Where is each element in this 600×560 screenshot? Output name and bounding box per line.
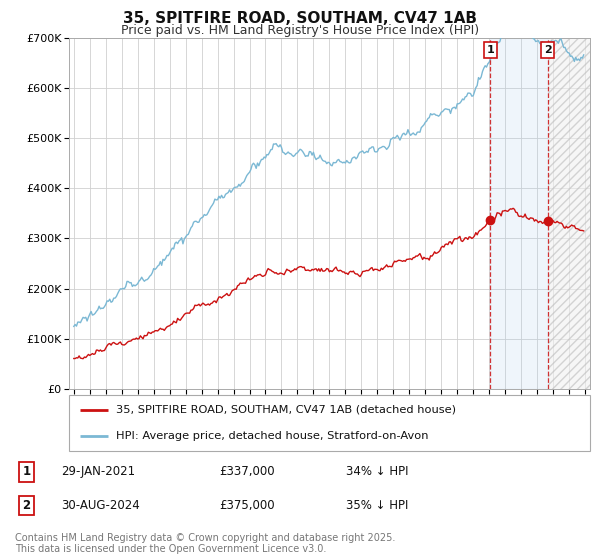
Text: 1: 1 xyxy=(22,465,31,478)
Text: £375,000: £375,000 xyxy=(220,499,275,512)
Text: 2: 2 xyxy=(22,499,31,512)
Bar xyxy=(490,38,548,389)
Text: Contains HM Land Registry data © Crown copyright and database right 2025.
This d: Contains HM Land Registry data © Crown c… xyxy=(15,533,395,554)
Text: 30-AUG-2024: 30-AUG-2024 xyxy=(61,499,140,512)
Text: HPI: Average price, detached house, Stratford-on-Avon: HPI: Average price, detached house, Stra… xyxy=(116,431,428,441)
FancyBboxPatch shape xyxy=(69,395,590,451)
Bar xyxy=(548,38,590,389)
Text: 35, SPITFIRE ROAD, SOUTHAM, CV47 1AB (detached house): 35, SPITFIRE ROAD, SOUTHAM, CV47 1AB (de… xyxy=(116,405,456,415)
Text: Price paid vs. HM Land Registry's House Price Index (HPI): Price paid vs. HM Land Registry's House … xyxy=(121,24,479,36)
Text: 35, SPITFIRE ROAD, SOUTHAM, CV47 1AB: 35, SPITFIRE ROAD, SOUTHAM, CV47 1AB xyxy=(123,11,477,26)
Text: 1: 1 xyxy=(487,45,494,55)
Text: £337,000: £337,000 xyxy=(220,465,275,478)
Text: 34% ↓ HPI: 34% ↓ HPI xyxy=(346,465,409,478)
Text: 35% ↓ HPI: 35% ↓ HPI xyxy=(346,499,409,512)
Text: 29-JAN-2021: 29-JAN-2021 xyxy=(61,465,135,478)
Text: 2: 2 xyxy=(544,45,551,55)
